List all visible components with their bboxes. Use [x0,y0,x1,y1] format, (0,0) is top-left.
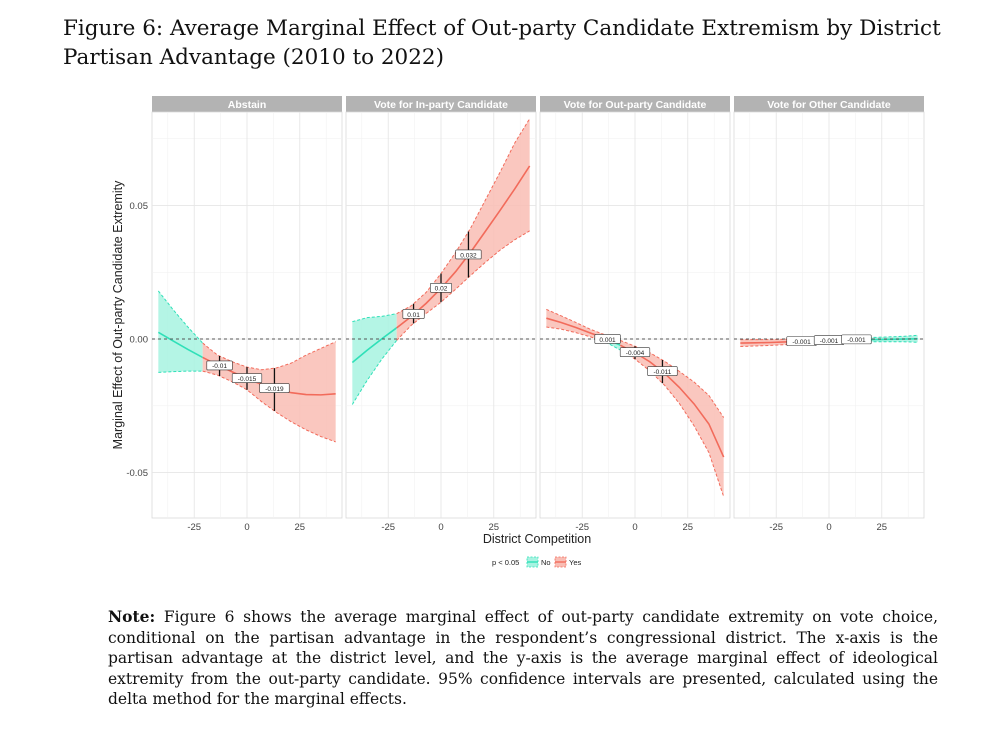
estimate-label-box [402,309,425,319]
note-label: Note: [108,607,156,626]
figure-note: Note: Figure 6 shows the average margina… [108,607,938,710]
estimate-label: -0.001 [847,337,866,344]
figure-title: Figure 6: Average Marginal Effect of Out… [63,16,941,70]
upper-ci-line [202,341,336,371]
chart-svg: Marginal Effect of Out-party Candidate E… [111,96,925,568]
x-axis-title: District Competition [483,532,591,546]
estimate-label: -0.019 [265,386,284,393]
facet-panel-3: Vote for Other Candidate -0.001 -0.001 -0.0… [733,96,925,533]
estimate-label: -0.004 [626,350,645,357]
estimate-label-box [647,366,678,376]
lower-ci-line [202,370,336,443]
lower-ci-line [619,349,725,497]
x-tick-label: -25 [187,522,201,533]
legend-label-yes: Yes [569,558,581,567]
lower-ci-line [158,370,203,373]
note-text: Figure 6 shows the average marginal effe… [108,608,938,708]
x-tick-label: 25 [682,522,693,533]
legend-label-no: No [541,558,551,567]
facet-strip-label: Vote for In-party Candidate [374,99,508,111]
estimate-label-box [231,373,263,383]
lower-ci-line [351,340,398,405]
legend: p < 0.05 No Yes [492,556,581,568]
upper-ci-line [352,313,397,323]
legend-title: p < 0.05 [492,558,519,567]
estimate-label: -0.001 [820,338,839,345]
upper-ci-line [546,308,606,336]
estimate-label: 0.001 [599,337,616,344]
marginal-effect-line [351,327,398,364]
estimate-label-box [429,282,452,293]
estimate-label: -0.011 [653,369,671,376]
facet-strip [152,96,342,112]
facet-strip [734,96,924,112]
facet-panel-0: Abstain -0.01 -0.015 -0.019 -25 0 25 [151,96,343,533]
facet-strip [540,96,730,112]
lower-ci-line [396,230,530,341]
facet-strip [346,96,536,112]
upper-ci-line [396,118,531,315]
x-tick-label: 0 [438,522,443,533]
facet-strip-label: Vote for Out-party Candidate [564,99,707,111]
facet-panel-2: Vote for Out-party Candidate 0.001 -0.004 -… [539,96,731,533]
x-tick-label: -25 [575,522,589,533]
estimate-label: -0.015 [238,376,257,383]
estimate-label-box [455,249,482,260]
y-tick-label: 0.00 [130,335,149,346]
estimate-label-box [841,334,872,345]
x-tick-label: -25 [381,522,395,533]
x-tick-label: 0 [632,522,637,533]
estimate-label-box [206,360,233,371]
x-tick-label: 25 [876,522,887,533]
facet-panel-1: Vote for In-party Candidate 0.01 0.02 0.032… [345,96,537,533]
estimate-label: -0.01 [212,363,227,370]
y-tick-label: -0.05 [126,468,148,479]
x-tick-label: 0 [826,522,831,533]
estimate-label: 0.01 [407,312,420,319]
estimate-label-box [619,347,651,357]
x-tick-label: -25 [769,522,783,533]
y-tick-label: 0.05 [130,201,149,212]
facet-strip-label: Abstain [228,99,267,111]
chart-figure: Marginal Effect of Out-party Candidate E… [100,88,940,578]
estimate-label: 0.02 [435,286,448,293]
estimate-label-box [259,383,290,393]
x-tick-label: 25 [488,522,499,533]
marginal-effect-line [157,331,204,359]
estimate-label: 0.032 [460,252,477,259]
y-axis-title: Marginal Effect of Out-party Candidate E… [111,180,125,449]
x-tick-label: 0 [244,522,249,533]
estimate-label: -0.001 [792,339,811,346]
estimate-label-box [594,334,621,344]
facet-strip-label: Vote for Other Candidate [767,99,891,111]
upper-ci-line [620,339,725,418]
x-tick-label: 25 [294,522,305,533]
upper-ci-line [157,290,204,344]
